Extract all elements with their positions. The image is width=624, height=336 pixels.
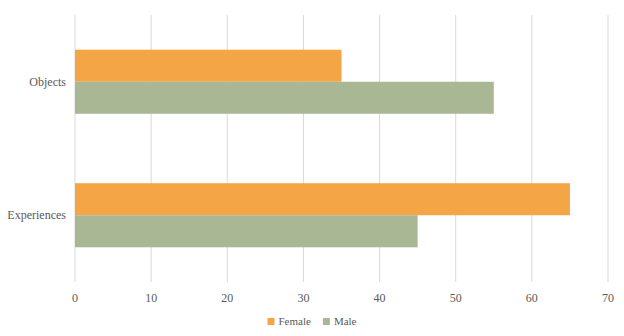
- bar: [75, 50, 342, 82]
- legend-item: Male: [323, 315, 357, 327]
- grid: [75, 15, 608, 282]
- tick-label: 0: [72, 291, 78, 305]
- legend-swatch: [268, 318, 275, 325]
- tick-label: 10: [145, 291, 157, 305]
- tick-label: 30: [297, 291, 309, 305]
- chart-container: 0 10 20 30 40 50 60 70 Objects Experiences Female M…: [0, 0, 624, 336]
- category-label: Experiences: [7, 208, 66, 222]
- tick-label: 20: [221, 291, 233, 305]
- bar: [75, 215, 418, 247]
- chart-svg: 0 10 20 30 40 50 60 70 Objects Experiences Female M…: [0, 0, 624, 336]
- tick-label: 40: [374, 291, 386, 305]
- tick-label: 60: [526, 291, 538, 305]
- legend-swatch: [323, 318, 330, 325]
- legend: Female Male: [268, 315, 357, 327]
- legend-label: Male: [334, 315, 357, 327]
- bars: [75, 50, 570, 248]
- grid-line: [531, 15, 532, 282]
- bar: [75, 82, 494, 114]
- legend-label: Female: [279, 315, 311, 327]
- grid-line: [608, 15, 609, 282]
- legend-item: Female: [268, 315, 311, 327]
- tick-label: 50: [450, 291, 462, 305]
- grid-line: [455, 15, 456, 282]
- bar: [75, 183, 570, 215]
- tick-label: 70: [602, 291, 614, 305]
- category-label: Objects: [29, 75, 66, 89]
